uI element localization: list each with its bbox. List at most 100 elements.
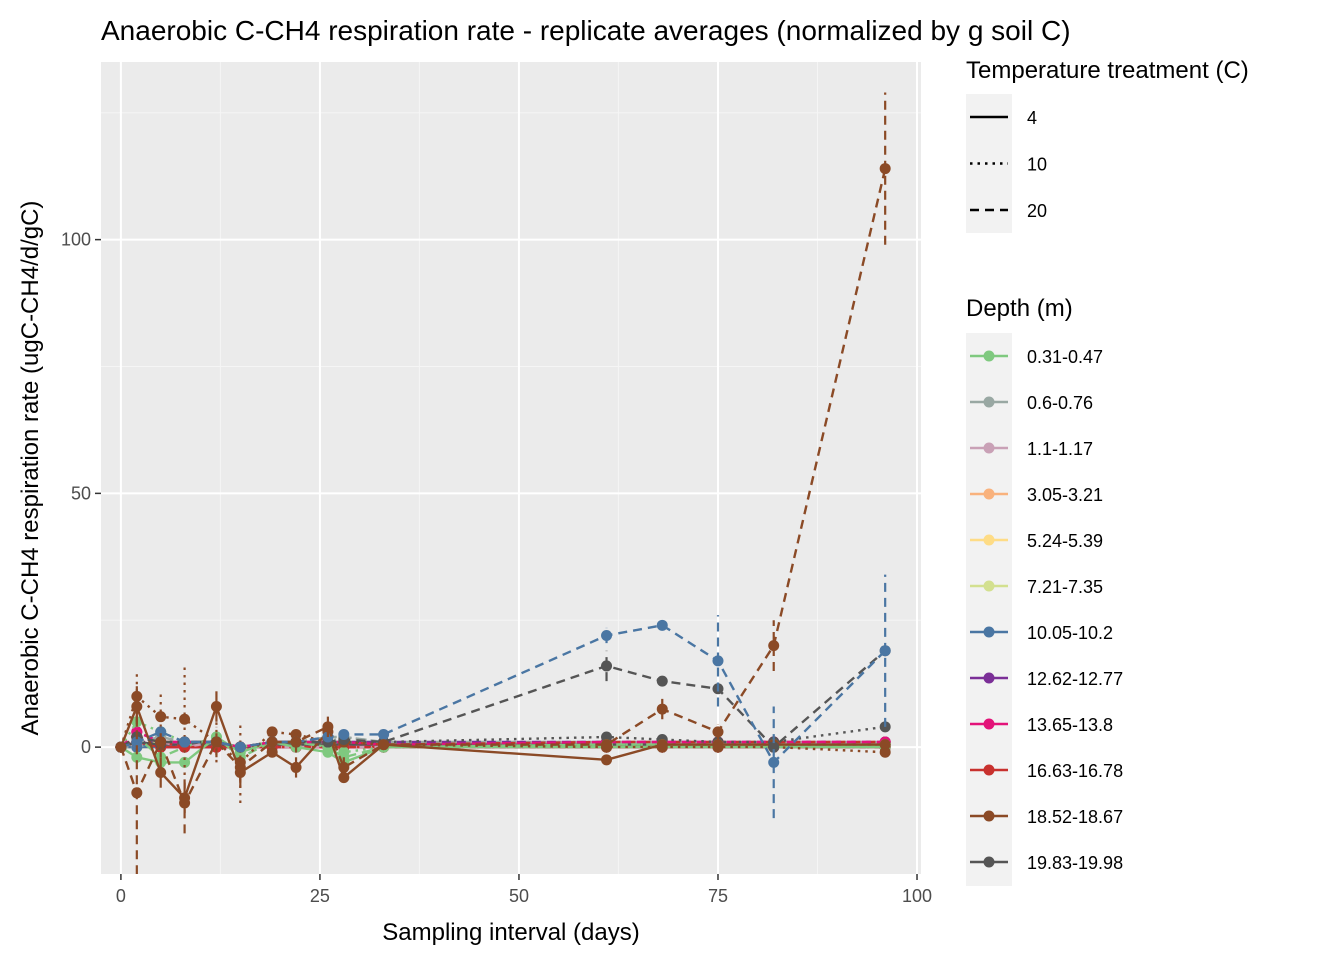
grid-minor — [101, 62, 921, 874]
legend-depth-key-point — [983, 672, 995, 684]
data-point — [378, 739, 390, 751]
legend-depth-label: 18.52-18.67 — [1027, 807, 1123, 827]
legend-depth-label: 12.62-12.77 — [1027, 669, 1123, 689]
x-tick-label: 75 — [708, 886, 728, 906]
data-point — [210, 736, 222, 748]
series-line — [119, 695, 886, 764]
data-point — [879, 645, 891, 657]
legend-temperature-label: 10 — [1027, 155, 1047, 175]
legend-depth-label: 13.65-13.8 — [1027, 715, 1113, 735]
chart-title: Anaerobic C-CH4 respiration rate - repli… — [101, 15, 1071, 46]
data-point — [601, 660, 613, 672]
legend-depth-label: 0.6-0.76 — [1027, 393, 1093, 413]
legend-depth-key-point — [983, 396, 995, 408]
data-point — [179, 713, 191, 725]
data-point — [338, 728, 350, 740]
data-point — [210, 701, 222, 713]
data-point — [234, 761, 246, 773]
data-point — [155, 736, 167, 748]
data-point — [155, 726, 167, 738]
data-point — [768, 756, 780, 768]
data-point — [179, 736, 191, 748]
data-point — [601, 731, 613, 743]
series-line — [120, 624, 887, 764]
data-point — [338, 761, 350, 773]
data-point — [131, 787, 143, 799]
series-line — [120, 735, 886, 749]
legend-depth-label: 7.21-7.35 — [1027, 577, 1103, 597]
data-point — [601, 754, 613, 766]
data-point — [712, 726, 724, 738]
legend-temperature-label: 4 — [1027, 108, 1037, 128]
data-point — [879, 163, 891, 175]
legend-depth-title: Depth (m) — [966, 295, 1073, 322]
legend-depth-label: 19.83-19.98 — [1027, 853, 1123, 873]
data-point — [266, 746, 278, 758]
legend-depth-key-point — [983, 442, 995, 454]
data-point — [266, 726, 278, 738]
legend-depth-label: 16.63-16.78 — [1027, 761, 1123, 781]
legend-depth-key-point — [983, 580, 995, 592]
legend-depth-key-point — [983, 350, 995, 362]
series-18.52-18.67-20C — [115, 92, 891, 874]
data-point — [768, 640, 780, 652]
legend-depth-key-point — [983, 764, 995, 776]
legend-temperature-key-bg — [966, 94, 1012, 233]
data-point — [601, 629, 613, 641]
data-point — [266, 736, 278, 748]
y-tick-label: 0 — [81, 737, 91, 757]
y-tick-label: 100 — [61, 230, 91, 250]
legend-temperature: Temperature treatment (C) 4 10 20 — [966, 57, 1249, 233]
x-tick-label: 0 — [116, 886, 126, 906]
data-point — [290, 761, 302, 773]
data-point — [656, 741, 668, 753]
y-axis-label: Anaerobic C-CH4 respiration rate (ugC-CH… — [17, 201, 44, 736]
legend-depth-key-point — [983, 534, 995, 546]
data-point — [338, 746, 350, 758]
x-tick-label: 100 — [902, 886, 932, 906]
legend-depth-key-point — [983, 718, 995, 730]
legend-depth-key-point — [983, 810, 995, 822]
series-line — [119, 705, 886, 800]
data-point — [155, 711, 167, 723]
legend-temperature-label: 20 — [1027, 201, 1047, 221]
data-point — [155, 767, 167, 778]
data-point — [131, 751, 143, 763]
legend-depth-key-point — [983, 856, 995, 868]
legend-depth-label: 10.05-10.2 — [1027, 623, 1113, 643]
data-point — [712, 741, 724, 753]
data-point — [322, 721, 334, 733]
data-point — [131, 690, 143, 702]
x-axis-label: Sampling interval (days) — [382, 919, 639, 946]
data-point — [601, 739, 613, 751]
series-line — [119, 720, 886, 754]
legend-depth: Depth (m) 0.31-0.47 0.6-0.76 1.1-1.17 3.05-… — [966, 295, 1123, 886]
legend-depth-label: 5.24-5.39 — [1027, 531, 1103, 551]
y-tick-label: 50 — [71, 483, 91, 503]
data-point — [656, 675, 668, 687]
data-point — [290, 736, 302, 748]
data-point — [712, 655, 724, 667]
data-point — [768, 741, 780, 753]
data-point — [234, 741, 246, 753]
legend-depth-label: 1.1-1.17 — [1027, 439, 1093, 459]
legend-depth-key-bg — [966, 333, 1012, 886]
legend-depth-label: 0.31-0.47 — [1027, 347, 1103, 367]
data-point — [656, 619, 668, 631]
legend-depth-key-point — [983, 488, 995, 500]
series-line — [119, 168, 887, 805]
y-axis: 0 50 100 — [61, 230, 101, 757]
legend-depth-key-point — [983, 626, 995, 638]
legend-depth-label: 3.05-3.21 — [1027, 485, 1103, 505]
x-tick-label: 25 — [310, 886, 330, 906]
series-line — [120, 649, 886, 749]
data-point — [131, 736, 143, 748]
legend-temperature-title: Temperature treatment (C) — [966, 57, 1249, 84]
data-point — [378, 728, 390, 740]
data-point — [879, 739, 891, 751]
data-point — [879, 746, 891, 758]
x-tick-label: 50 — [509, 886, 529, 906]
data-point — [115, 741, 127, 753]
x-axis: 0 25 50 75 100 — [116, 874, 932, 906]
